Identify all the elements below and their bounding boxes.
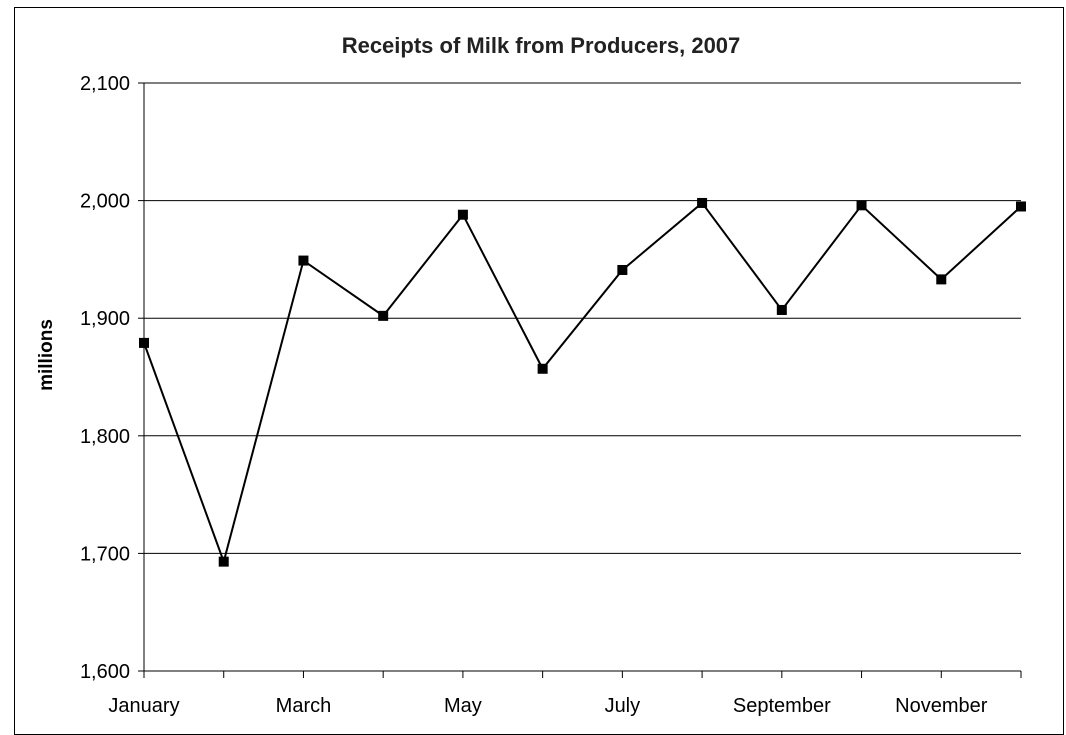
data-point-january [139,337,149,348]
y-axis-label: millions [36,319,57,391]
x-tick-label: March [276,695,332,717]
data-point-july [617,264,628,275]
y-tick-label: 1,800 [80,426,130,448]
y-tick-label: 2,100 [80,73,130,95]
data-point-november [936,274,947,285]
data-point-february [218,556,229,567]
data-point-june [537,363,548,374]
chart-title: Receipts of Milk from Producers, 2007 [342,33,741,58]
data-point-may [457,209,468,220]
x-tick-label: May [444,695,482,717]
data-point-october [856,200,867,211]
x-tick-label: November [895,695,988,717]
series-line [143,201,1022,565]
y-tick-label: 2,000 [80,191,130,213]
data-point-september [776,304,787,315]
data-point-december [1016,201,1026,212]
y-tick-label: 1,900 [80,308,130,330]
x-tick-label: September [733,695,831,717]
y-tick-label: 1,600 [80,661,130,683]
data-point-april [378,310,389,321]
x-tick-label: January [108,695,179,717]
data-point-august [697,197,708,208]
data-point-march [298,255,309,266]
x-tick-label: July [605,695,641,717]
y-tick-label: 1,700 [80,543,130,565]
